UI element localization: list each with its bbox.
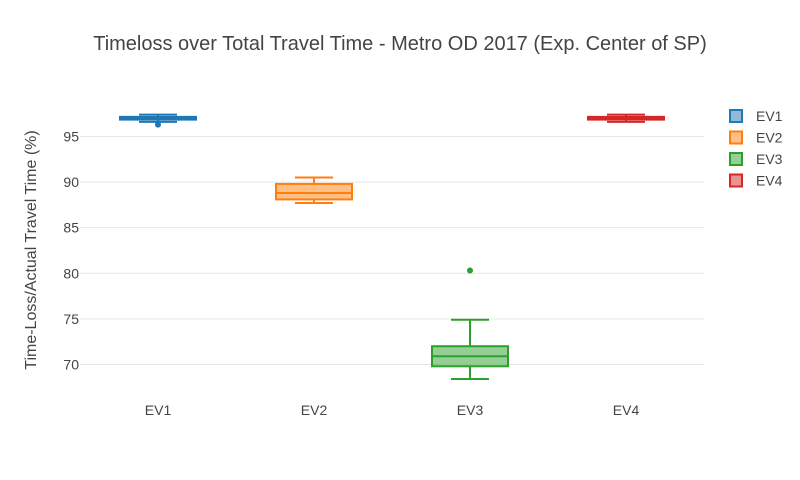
legend-label-ev2: EV2: [756, 130, 783, 146]
legend-swatch-ev4: [729, 173, 743, 188]
legend-swatch-ev1: [729, 109, 743, 123]
x-tick-label-ev4: EV4: [613, 402, 640, 418]
y-axis-ticks: 70 75 80 85 90 95: [63, 128, 79, 372]
legend-item-ev3[interactable]: EV3: [729, 151, 783, 167]
legend-item-ev4[interactable]: EV4: [729, 173, 783, 189]
box-ev4[interactable]: [587, 113, 665, 123]
legend-swatch-ev3: [729, 152, 743, 166]
y-tick-label-85: 85: [63, 220, 79, 236]
y-axis-label: Time-Loss/Actual Travel Time (%): [23, 130, 40, 369]
legend-label-ev3: EV3: [756, 151, 783, 167]
legend-item-ev1[interactable]: EV1: [729, 108, 783, 124]
x-tick-label-ev1: EV1: [145, 402, 172, 418]
box-iqr: [275, 182, 353, 201]
y-tick-label-95: 95: [63, 128, 79, 144]
y-tick-label-90: 90: [63, 174, 79, 190]
chart-title: Timeloss over Total Travel Time - Metro …: [93, 33, 707, 55]
grid-lines: [80, 135, 704, 365]
legend-label-ev4: EV4: [756, 173, 783, 189]
x-tick-label-ev2: EV2: [301, 402, 328, 418]
box-ev1[interactable]: [119, 113, 197, 128]
outlier-point-0: [467, 267, 473, 274]
boxes: [119, 113, 665, 381]
legend[interactable]: EV1 EV2 EV3 EV4: [729, 108, 783, 189]
legend-item-ev2[interactable]: EV2: [729, 130, 783, 146]
legend-label-ev1: EV1: [756, 108, 783, 124]
x-axis-ticks: EV1 EV2 EV3 EV4: [145, 402, 640, 418]
legend-swatch-ev2: [729, 130, 743, 145]
y-tick-label-80: 80: [63, 265, 79, 281]
y-tick-label-70: 70: [63, 356, 79, 372]
box-ev3[interactable]: [431, 267, 509, 381]
box-ev2[interactable]: [275, 176, 353, 205]
outlier-point-0: [155, 121, 161, 128]
x-tick-label-ev3: EV3: [457, 402, 484, 418]
y-tick-label-75: 75: [63, 311, 79, 327]
